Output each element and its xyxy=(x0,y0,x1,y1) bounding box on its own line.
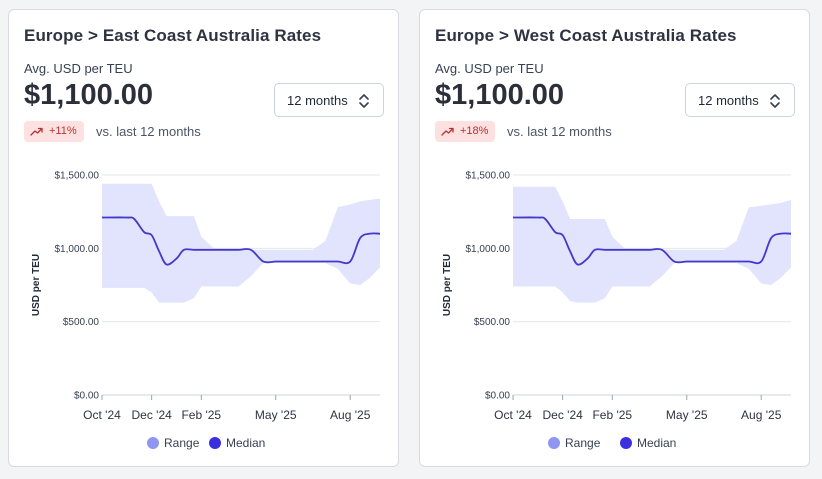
x-tick-label: Feb '25 xyxy=(181,408,221,422)
change-percent: +11% xyxy=(49,125,77,137)
trend-up-icon xyxy=(30,127,43,136)
legend-median-label: Median xyxy=(226,436,266,450)
legend-range-swatch xyxy=(548,437,560,449)
y-tick-label: $1,000.00 xyxy=(466,244,511,255)
median-line xyxy=(101,216,381,266)
period-select[interactable]: 12 months xyxy=(274,83,384,117)
x-tick-label: May '25 xyxy=(255,408,297,422)
trend-up-icon xyxy=(441,127,454,136)
rate-chart: $0.00 $500.00 $1,000.00 $1,500.00 USD per TE… xyxy=(31,171,381,422)
y-axis-label: USD per TEU xyxy=(31,254,42,316)
y-tick-label: $1,000.00 xyxy=(55,244,100,255)
change-badge: +11% xyxy=(24,121,84,142)
chart-legend: Range Median xyxy=(9,434,400,452)
metric-value: $1,100.00 xyxy=(24,79,154,111)
x-tick-label: Feb '25 xyxy=(592,408,632,422)
y-axis-label: USD per TEU xyxy=(442,254,453,316)
chart-legend: Range Median xyxy=(420,434,811,452)
card-title: Europe > West Coast Australia Rates xyxy=(435,26,737,45)
x-tick-label: Dec '24 xyxy=(542,408,583,422)
x-tick-label: Dec '24 xyxy=(131,408,172,422)
legend-range-label: Range xyxy=(565,436,601,450)
metric-label: Avg. USD per TEU xyxy=(24,61,133,76)
x-tick-label: Oct '24 xyxy=(494,408,532,422)
rate-chart: $0.00 $500.00 $1,000.00 $1,500.00 USD per TE… xyxy=(442,171,792,422)
metric-label: Avg. USD per TEU xyxy=(435,61,544,76)
range-area xyxy=(102,183,380,303)
y-tick-label: $500.00 xyxy=(474,317,511,328)
legend-median-label: Median xyxy=(637,436,677,450)
period-select-value: 12 months xyxy=(287,93,348,108)
y-tick-label: $500.00 xyxy=(63,317,100,328)
change-percent: +18% xyxy=(460,125,489,137)
rate-card-east-coast: Europe > East Coast Australia Rates Avg.… xyxy=(8,9,399,467)
chevron-up-down-icon xyxy=(770,94,780,108)
range-area xyxy=(513,186,791,303)
metric-value: $1,100.00 xyxy=(435,79,565,111)
chevron-up-down-icon xyxy=(359,94,369,108)
card-title: Europe > East Coast Australia Rates xyxy=(24,26,322,45)
period-select[interactable]: 12 months xyxy=(685,83,795,117)
period-select-value: 12 months xyxy=(698,93,759,108)
legend-range-label: Range xyxy=(164,436,200,450)
legend-median-swatch xyxy=(209,437,221,449)
y-tick-label: $0.00 xyxy=(74,391,99,402)
x-tick-label: May '25 xyxy=(666,408,708,422)
legend-median-swatch xyxy=(620,437,632,449)
rate-card-west-coast: Europe > West Coast Australia Rates Avg.… xyxy=(419,9,810,467)
y-tick-label: $0.00 xyxy=(485,391,510,402)
x-tick-label: Aug '25 xyxy=(330,408,371,422)
change-badge: +18% xyxy=(435,121,495,142)
y-tick-label: $1,500.00 xyxy=(466,171,511,182)
comparison-text: vs. last 12 months xyxy=(507,124,612,139)
comparison-text: vs. last 12 months xyxy=(96,124,201,139)
x-tick-label: Oct '24 xyxy=(83,408,121,422)
legend-range-swatch xyxy=(147,437,159,449)
y-tick-label: $1,500.00 xyxy=(55,171,100,182)
median-line xyxy=(512,216,792,266)
x-tick-label: Aug '25 xyxy=(741,408,782,422)
